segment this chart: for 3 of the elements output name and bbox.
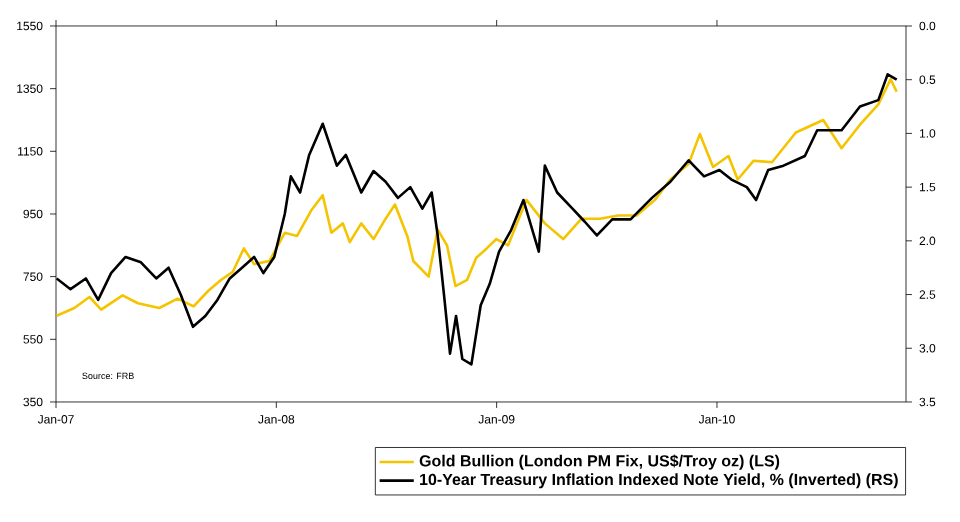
legend-label: 10-Year Treasury Inflation Indexed Note Yield, % (Inverted) (RS) — [420, 473, 898, 489]
line-series — [56, 77, 898, 318]
legend-label: Gold Bullion (London PM Fix, US$/Troy oz) (LS) — [419, 454, 780, 470]
